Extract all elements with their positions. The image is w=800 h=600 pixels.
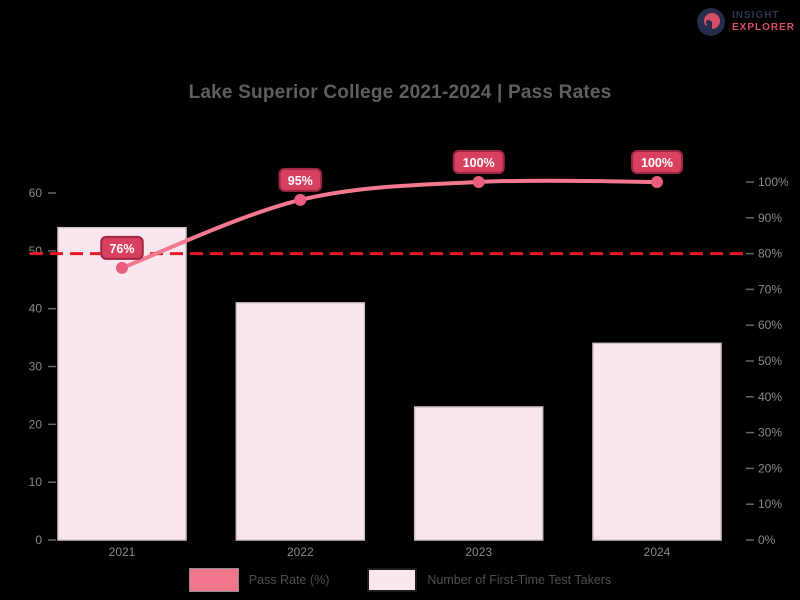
point-badge-2023: 100% bbox=[452, 150, 505, 174]
right-axis-tick-label: 30% bbox=[758, 426, 782, 440]
left-axis-tick-label: 30 bbox=[29, 360, 43, 374]
bar-2023 bbox=[413, 406, 544, 541]
brand-name-line1: INSIGHT bbox=[731, 10, 780, 21]
badge-label: 76% bbox=[109, 242, 134, 256]
chart-title: Lake Superior College 2021-2024 | Pass R… bbox=[188, 82, 612, 103]
legend-item-line: Pass Rate (%) bbox=[188, 568, 330, 592]
point-badge-2024: 100% bbox=[631, 150, 683, 174]
brand-logo-icon bbox=[696, 8, 725, 36]
line-marker-2021 bbox=[116, 261, 128, 274]
legend-item-bar: Number of First-Time Test Takers bbox=[367, 568, 611, 592]
legend-label-line: Pass Rate (%) bbox=[248, 573, 330, 587]
right-axis-tick-label: 50% bbox=[758, 354, 782, 368]
bar-2022 bbox=[235, 302, 366, 541]
brand-logo: INSIGHT EXPLORER bbox=[696, 7, 795, 37]
legend: Pass Rate (%) Number of First-Time Test T… bbox=[0, 568, 800, 592]
badge-label: 100% bbox=[463, 156, 495, 170]
right-axis-tick-label: 60% bbox=[758, 318, 782, 332]
right-axis-tick-label: 40% bbox=[758, 390, 782, 404]
badge-box bbox=[631, 150, 683, 174]
legend-swatch-line bbox=[188, 568, 239, 592]
point-badge-2021: 76% bbox=[100, 235, 144, 260]
badge-box bbox=[100, 235, 144, 260]
legend-swatch-bar bbox=[367, 568, 418, 592]
left-axis-tick-label: 50 bbox=[29, 244, 43, 258]
line-marker-2023 bbox=[472, 176, 485, 188]
brand-name-line2: EXPLORER bbox=[731, 22, 795, 33]
x-axis-label-2022: 2022 bbox=[287, 545, 314, 559]
badge-label: 95% bbox=[288, 174, 313, 188]
right-axis-tick-label: 70% bbox=[758, 282, 782, 296]
right-axis-tick-label: 80% bbox=[758, 247, 782, 261]
right-axis-tick-label: 0% bbox=[758, 533, 776, 547]
badge-label: 100% bbox=[641, 156, 673, 170]
left-axis-tick-label: 40 bbox=[29, 302, 43, 316]
left-axis-tick-label: 0 bbox=[35, 533, 42, 547]
right-axis-tick-label: 100% bbox=[758, 175, 789, 189]
x-axis-label-2023: 2023 bbox=[465, 545, 492, 559]
line-marker-2024 bbox=[651, 176, 663, 188]
pass-rate-line bbox=[120, 178, 659, 270]
left-axis-tick-label: 20 bbox=[29, 417, 43, 431]
left-axis-tick-label: 10 bbox=[29, 475, 43, 489]
x-axis-label-2021: 2021 bbox=[109, 545, 136, 559]
bar-2021 bbox=[57, 226, 187, 541]
left-axis-tick-label: 60 bbox=[29, 186, 43, 200]
point-badge-2022: 95% bbox=[278, 167, 323, 192]
badge-box bbox=[278, 167, 323, 192]
legend-label-bar: Number of First-Time Test Takers bbox=[427, 573, 612, 587]
right-axis-tick-label: 20% bbox=[758, 461, 782, 475]
bar-2024 bbox=[592, 342, 722, 541]
badge-box bbox=[452, 150, 505, 174]
right-axis-tick-label: 90% bbox=[758, 211, 782, 225]
brand-logo-text: INSIGHT EXPLORER bbox=[732, 10, 795, 34]
line-marker-2022 bbox=[294, 193, 307, 206]
right-axis-tick-label: 10% bbox=[758, 497, 782, 511]
x-axis-label-2024: 2024 bbox=[644, 545, 671, 559]
